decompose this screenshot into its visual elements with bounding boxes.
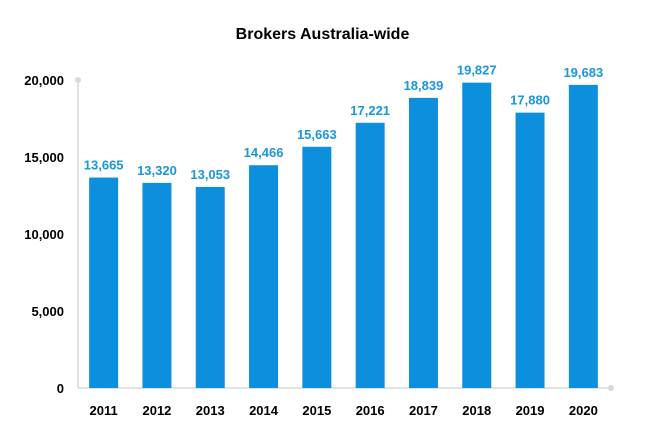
bar bbox=[515, 112, 545, 388]
x-tick-label: 2020 bbox=[569, 403, 598, 418]
data-label: 13,053 bbox=[190, 167, 230, 182]
y-tick-label: 20,000 bbox=[24, 73, 64, 88]
bar bbox=[302, 146, 332, 388]
x-tick-label: 2015 bbox=[302, 403, 331, 418]
bar bbox=[568, 84, 598, 388]
data-label: 13,665 bbox=[84, 158, 124, 173]
bar bbox=[462, 82, 492, 389]
x-tick-label: 2019 bbox=[516, 403, 545, 418]
x-tick-label: 2013 bbox=[196, 403, 225, 418]
bar bbox=[355, 122, 385, 388]
data-label: 17,221 bbox=[350, 103, 390, 118]
x-tick-label: 2016 bbox=[356, 403, 385, 418]
y-tick-label: 0 bbox=[57, 381, 64, 396]
bar bbox=[195, 186, 225, 388]
data-label: 18,839 bbox=[404, 78, 444, 93]
y-tick-label: 10,000 bbox=[24, 227, 64, 242]
data-label: 14,466 bbox=[244, 145, 284, 160]
x-tick-label: 2017 bbox=[409, 403, 438, 418]
data-label: 19,827 bbox=[457, 63, 497, 78]
data-label: 17,880 bbox=[510, 93, 550, 108]
data-label: 13,320 bbox=[137, 163, 177, 178]
data-label: 15,663 bbox=[297, 127, 337, 142]
bar bbox=[408, 97, 438, 389]
y-tick-label: 5,000 bbox=[31, 304, 64, 319]
chart-title: Brokers Australia-wide bbox=[235, 26, 410, 43]
data-label: 19,683 bbox=[563, 65, 603, 80]
bar bbox=[142, 182, 172, 388]
x-tick-label: 2018 bbox=[462, 403, 491, 418]
x-tick-label: 2014 bbox=[249, 403, 279, 418]
x-axis-end-marker bbox=[608, 385, 614, 391]
bar bbox=[249, 165, 279, 388]
bar bbox=[89, 177, 119, 388]
x-tick-label: 2011 bbox=[90, 403, 118, 418]
y-axis-end-marker bbox=[75, 77, 81, 83]
y-tick-label: 15,000 bbox=[24, 150, 64, 165]
x-tick-label: 2012 bbox=[142, 403, 171, 418]
